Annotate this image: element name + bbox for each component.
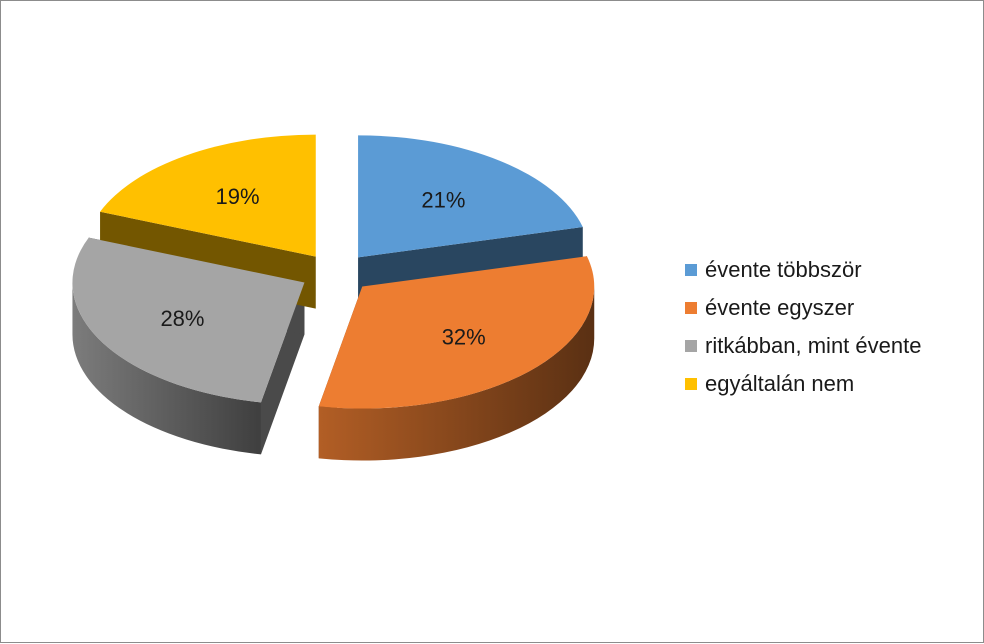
- data-label-ritkabban: 28%: [160, 306, 204, 331]
- legend-item-evente-egyszer: évente egyszer: [685, 289, 921, 327]
- pie-top-layer: [72, 134, 595, 409]
- legend-item-egyaltalan-nem: egyáltalán nem: [685, 365, 921, 403]
- data-label-evente-tobbszor: 21%: [421, 188, 465, 213]
- legend-swatch: [685, 340, 697, 352]
- legend-label: évente többször: [705, 257, 862, 282]
- legend-swatch: [685, 264, 697, 276]
- pie-label-layer: 21% 32% 28% 19%: [160, 184, 485, 350]
- legend-label: évente egyszer: [705, 295, 855, 320]
- legend-swatch: [685, 378, 697, 390]
- legend-item-ritkabban: ritkábban, mint évente: [685, 327, 921, 365]
- legend-swatch: [685, 302, 697, 314]
- legend: évente többször évente egyszer ritkábban…: [685, 251, 921, 403]
- data-label-egyaltalan-nem: 19%: [215, 184, 259, 209]
- slice-top-egyaltalan-nem: [100, 134, 316, 257]
- legend-item-evente-tobbszor: évente többször: [685, 251, 921, 289]
- slice-top-evente-egyszer: [318, 256, 595, 409]
- slice-top-evente-tobbszor: [358, 135, 583, 258]
- legend-label: egyáltalán nem: [705, 371, 855, 396]
- slice-top-ritkabban: [72, 237, 305, 403]
- legend-label: ritkábban, mint évente: [705, 333, 922, 358]
- data-label-evente-egyszer: 32%: [442, 325, 486, 350]
